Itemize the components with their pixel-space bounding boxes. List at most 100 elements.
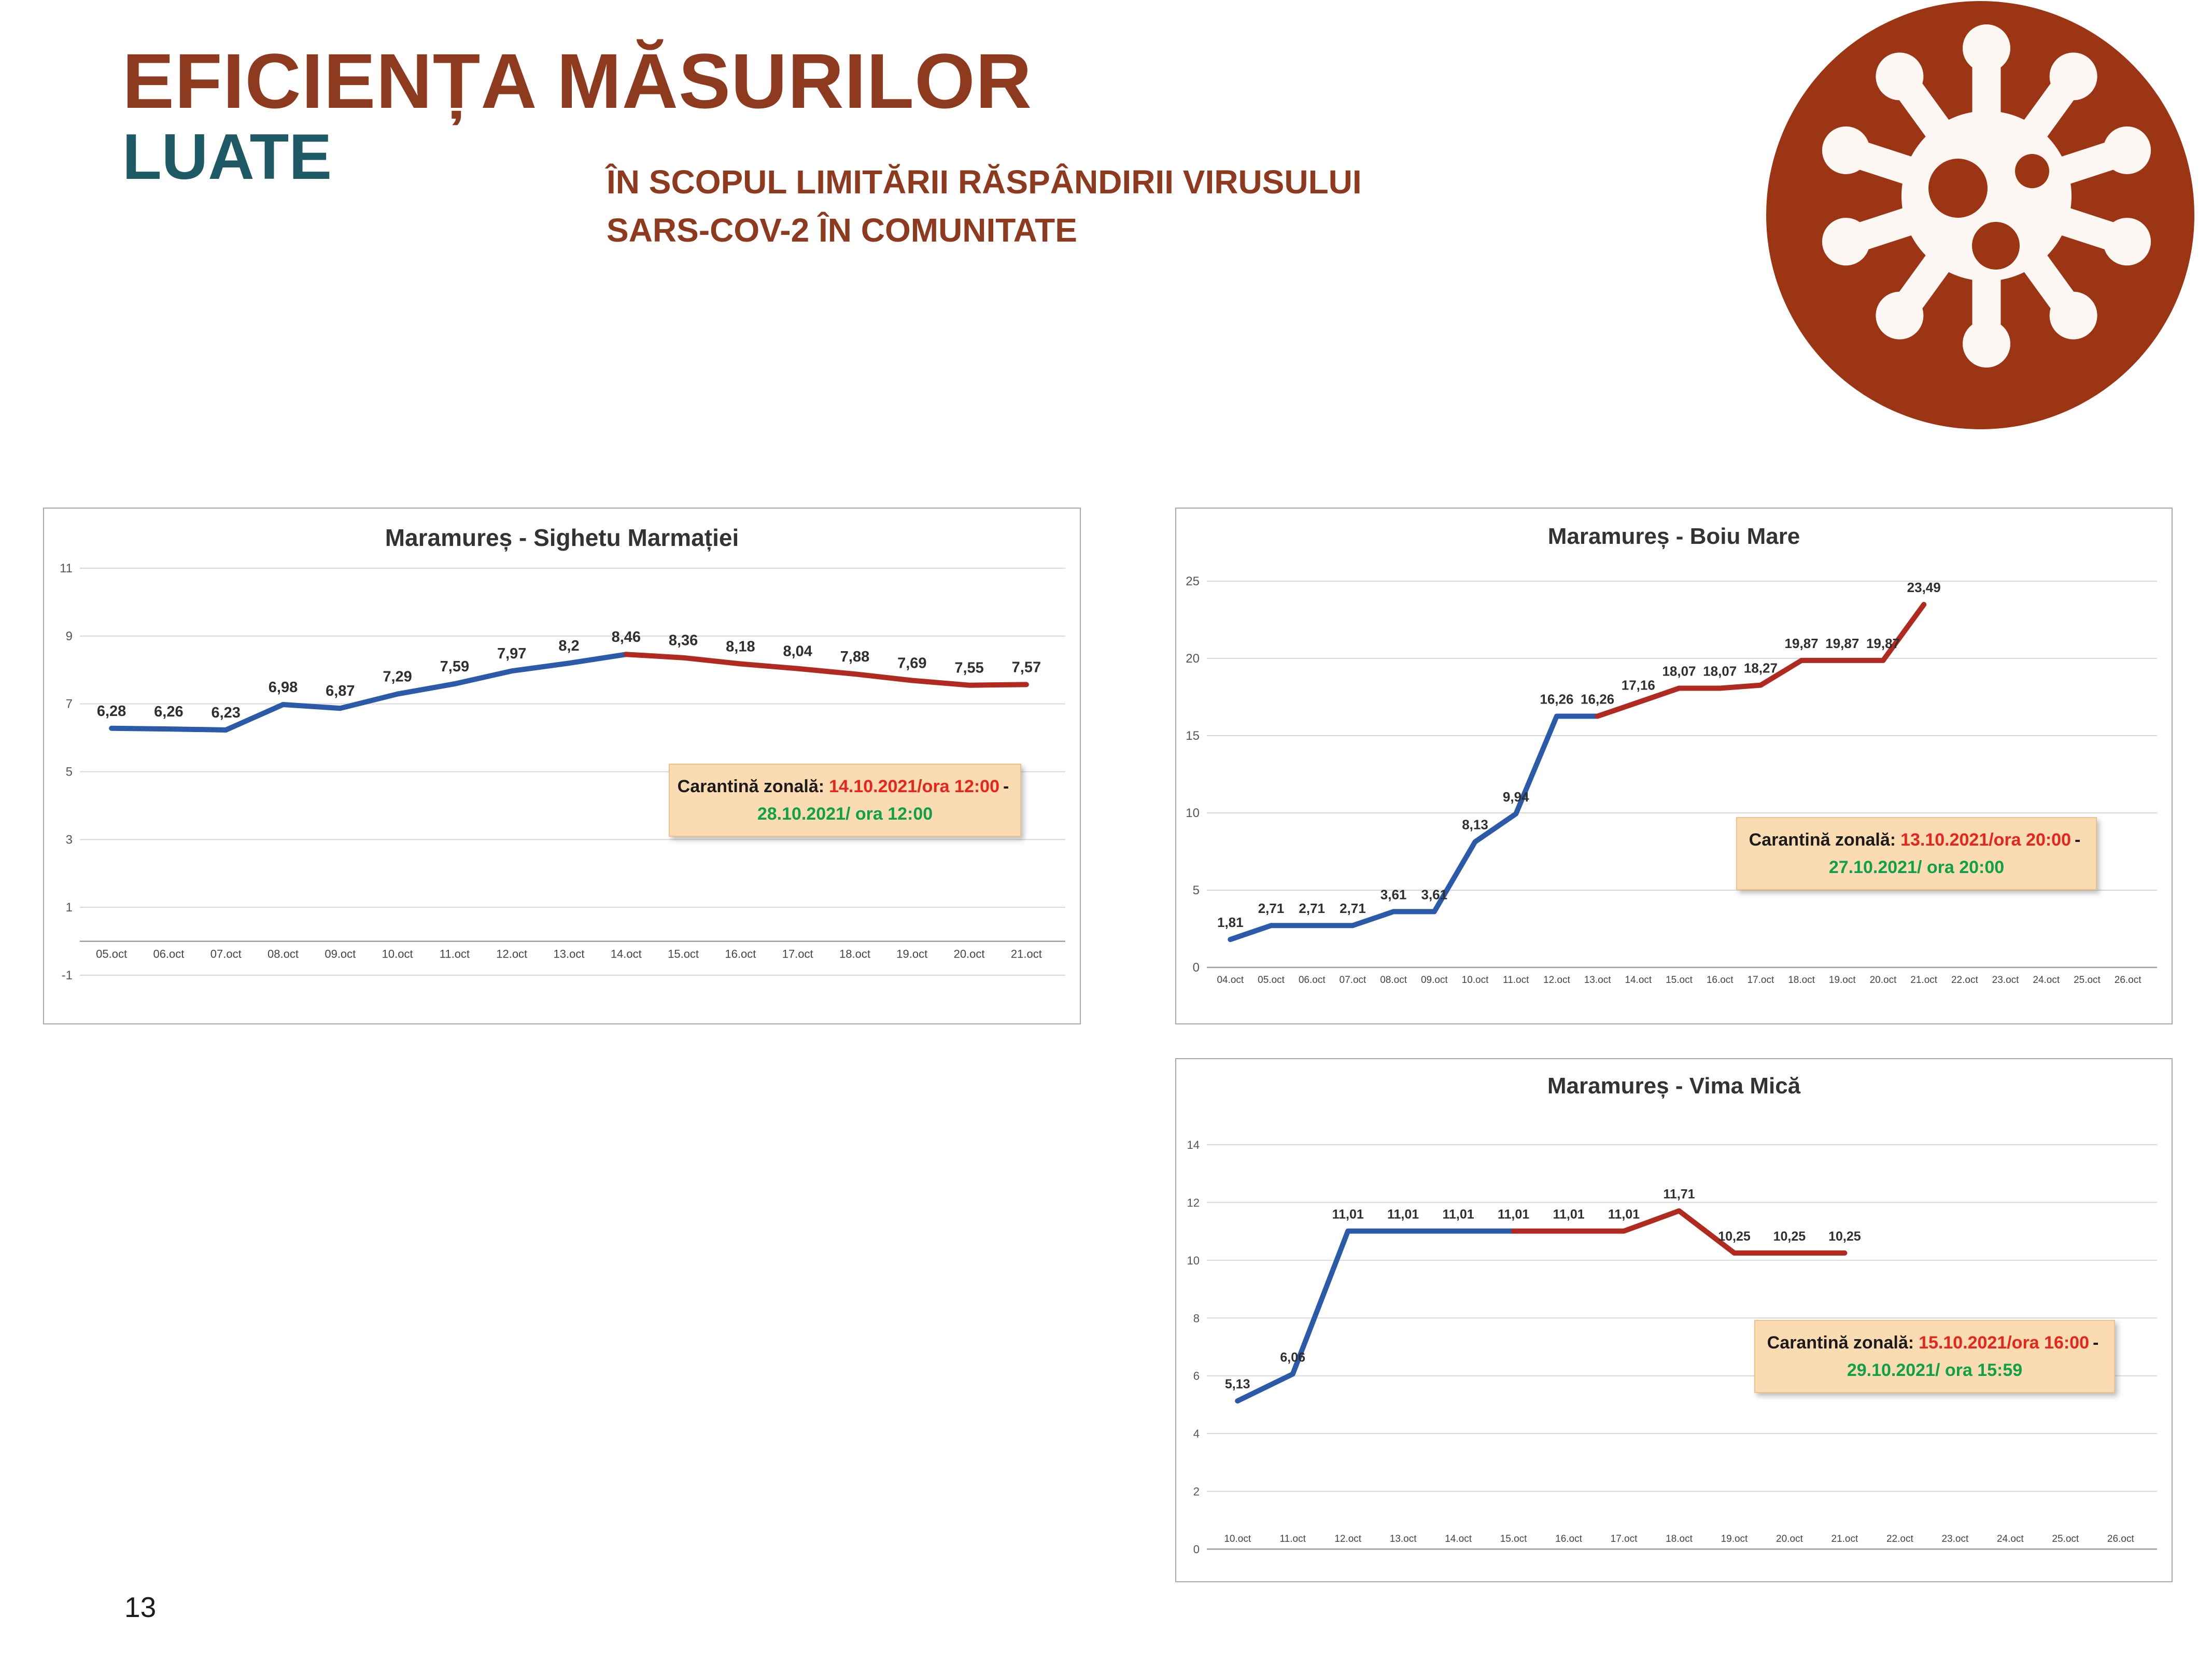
svg-text:Maramureș - Sighetu Marmației: Maramureș - Sighetu Marmației [385, 524, 739, 552]
svg-text:14.oct: 14.oct [611, 948, 642, 961]
line-chart-vima-mica: 14 12 10 8 6 4 2 0 10.oct 11.oct 12.oct 13.oct 14.oc… [1187, 1073, 2157, 1556]
svg-text:18,27: 18,27 [1744, 660, 1778, 676]
svg-text:8,36: 8,36 [669, 632, 698, 649]
quarantine-note-label: Carantină zonală: [1767, 1333, 1914, 1353]
svg-text:19,87: 19,87 [1785, 636, 1819, 651]
svg-text:2,71: 2,71 [1299, 901, 1325, 916]
svg-text:24.oct: 24.oct [1997, 1534, 2024, 1544]
svg-text:10.oct: 10.oct [1462, 975, 1489, 986]
svg-text:9,94: 9,94 [1503, 789, 1529, 805]
svg-text:26.oct: 26.oct [2115, 975, 2141, 986]
svg-text:2,71: 2,71 [1340, 901, 1366, 916]
svg-text:17,16: 17,16 [1622, 678, 1655, 693]
quarantine-date-separator: - [2075, 830, 2081, 850]
svg-text:16.oct: 16.oct [725, 948, 756, 961]
svg-text:5: 5 [66, 765, 73, 779]
svg-text:15: 15 [1186, 729, 1200, 743]
chart-panel-sighetu-marmatiei: 11 9 7 5 3 1 -1 05.oct 06.oct 07.oct 08.oct 09.oct 1… [43, 508, 1081, 1024]
svg-text:20: 20 [1186, 652, 1200, 666]
svg-text:11.oct: 11.oct [1280, 1534, 1306, 1544]
svg-text:16.oct: 16.oct [1707, 975, 1734, 986]
svg-text:22.oct: 22.oct [1951, 975, 1978, 986]
svg-text:25.oct: 25.oct [2074, 975, 2101, 986]
svg-text:06.oct: 06.oct [153, 948, 184, 961]
svg-text:9: 9 [66, 629, 73, 643]
svg-text:15.oct: 15.oct [668, 948, 699, 961]
svg-text:2: 2 [1193, 1485, 1200, 1498]
svg-text:14: 14 [1187, 1138, 1200, 1151]
quarantine-note-sighetu: Carantină zonală: 14.10.2021/ora 12:00 - 28… [669, 764, 1021, 837]
svg-text:16,26: 16,26 [1581, 692, 1614, 707]
svg-text:10,25: 10,25 [1828, 1229, 1861, 1244]
svg-text:25: 25 [1186, 574, 1200, 588]
svg-text:13.oct: 13.oct [1584, 975, 1611, 986]
svg-text:07.oct: 07.oct [210, 948, 242, 961]
quarantine-end-date: 27.10.2021/ ora 20:00 [1828, 857, 2005, 877]
svg-text:18.oct: 18.oct [839, 948, 870, 961]
svg-text:3,61: 3,61 [1421, 887, 1447, 902]
quarantine-note-label: Carantină zonală: [677, 777, 825, 796]
svg-text:0: 0 [1193, 1543, 1200, 1556]
svg-text:26.oct: 26.oct [2107, 1534, 2134, 1544]
svg-text:8,13: 8,13 [1462, 817, 1488, 833]
svg-text:11,01: 11,01 [1332, 1207, 1364, 1222]
svg-text:11,01: 11,01 [1608, 1207, 1640, 1222]
subtitle-line2: SARS-COV-2 ÎN COMUNITATE [607, 211, 1077, 249]
quarantine-note-vima-mica: Carantină zonală: 15.10.2021/ora 16:00 - 29… [1754, 1320, 2115, 1394]
svg-text:13.oct: 13.oct [554, 948, 585, 961]
svg-text:7,29: 7,29 [383, 669, 412, 685]
slide-title-line2: LUATE [122, 121, 332, 193]
svg-text:7,59: 7,59 [440, 658, 469, 675]
svg-text:Maramureș - Boiu Mare: Maramureș - Boiu Mare [1548, 524, 1800, 549]
quarantine-end-date: 28.10.2021/ ora 12:00 [757, 804, 933, 824]
svg-text:15.oct: 15.oct [1500, 1534, 1527, 1544]
quarantine-start-date: 14.10.2021/ora 12:00 [829, 777, 999, 796]
svg-text:1: 1 [66, 901, 73, 915]
svg-text:6,28: 6,28 [97, 703, 126, 720]
svg-text:7,69: 7,69 [897, 655, 926, 672]
quarantine-end-date: 29.10.2021/ ora 15:59 [1847, 1360, 2023, 1380]
svg-text:09.oct: 09.oct [1421, 975, 1448, 986]
svg-text:6,23: 6,23 [211, 705, 240, 721]
svg-text:21.oct: 21.oct [1011, 948, 1042, 961]
svg-text:12.oct: 12.oct [1334, 1534, 1361, 1544]
svg-text:04.oct: 04.oct [1217, 975, 1244, 986]
svg-text:10.oct: 10.oct [382, 948, 413, 961]
page-number: 13 [124, 1591, 157, 1623]
svg-text:18,07: 18,07 [1662, 664, 1696, 679]
svg-text:16.oct: 16.oct [1555, 1534, 1582, 1544]
svg-text:8,04: 8,04 [783, 643, 812, 660]
svg-text:6,98: 6,98 [269, 679, 298, 696]
svg-text:21.oct: 21.oct [1831, 1534, 1858, 1544]
svg-text:10: 10 [1187, 1254, 1200, 1267]
svg-text:8,46: 8,46 [612, 629, 641, 645]
svg-text:18,07: 18,07 [1703, 664, 1737, 679]
svg-text:6,87: 6,87 [326, 683, 355, 699]
svg-text:10,25: 10,25 [1773, 1229, 1806, 1244]
svg-text:23.oct: 23.oct [1992, 975, 2019, 986]
svg-text:18.oct: 18.oct [1666, 1534, 1693, 1544]
svg-text:19.oct: 19.oct [1721, 1534, 1748, 1544]
svg-text:7: 7 [66, 697, 73, 711]
quarantine-start-date: 13.10.2021/ora 20:00 [1900, 830, 2071, 850]
svg-text:19.oct: 19.oct [1829, 975, 1856, 986]
svg-text:23.oct: 23.oct [1941, 1534, 1968, 1544]
svg-text:11,01: 11,01 [1443, 1207, 1474, 1222]
svg-text:10.oct: 10.oct [1224, 1534, 1251, 1544]
svg-text:8: 8 [1193, 1312, 1200, 1325]
svg-text:1,81: 1,81 [1217, 915, 1244, 930]
svg-text:11.oct: 11.oct [1503, 975, 1529, 986]
svg-text:4: 4 [1193, 1427, 1200, 1440]
quarantine-note-boiu-mare: Carantină zonală: 13.10.2021/ora 20:00 - 27… [1736, 817, 2097, 891]
svg-text:22.oct: 22.oct [1886, 1534, 1913, 1544]
svg-text:17.oct: 17.oct [1611, 1534, 1638, 1544]
svg-text:08.oct: 08.oct [1380, 975, 1407, 986]
svg-text:14.oct: 14.oct [1625, 975, 1652, 986]
chart-panel-vima-mica: 14 12 10 8 6 4 2 0 10.oct 11.oct 12.oct 13.oct 14.oc… [1175, 1058, 2173, 1582]
svg-text:5,13: 5,13 [1225, 1377, 1250, 1391]
svg-text:11,71: 11,71 [1663, 1187, 1695, 1202]
svg-text:8,18: 8,18 [726, 639, 755, 655]
quarantine-date-separator: - [1003, 777, 1009, 796]
svg-text:0: 0 [1193, 961, 1200, 975]
